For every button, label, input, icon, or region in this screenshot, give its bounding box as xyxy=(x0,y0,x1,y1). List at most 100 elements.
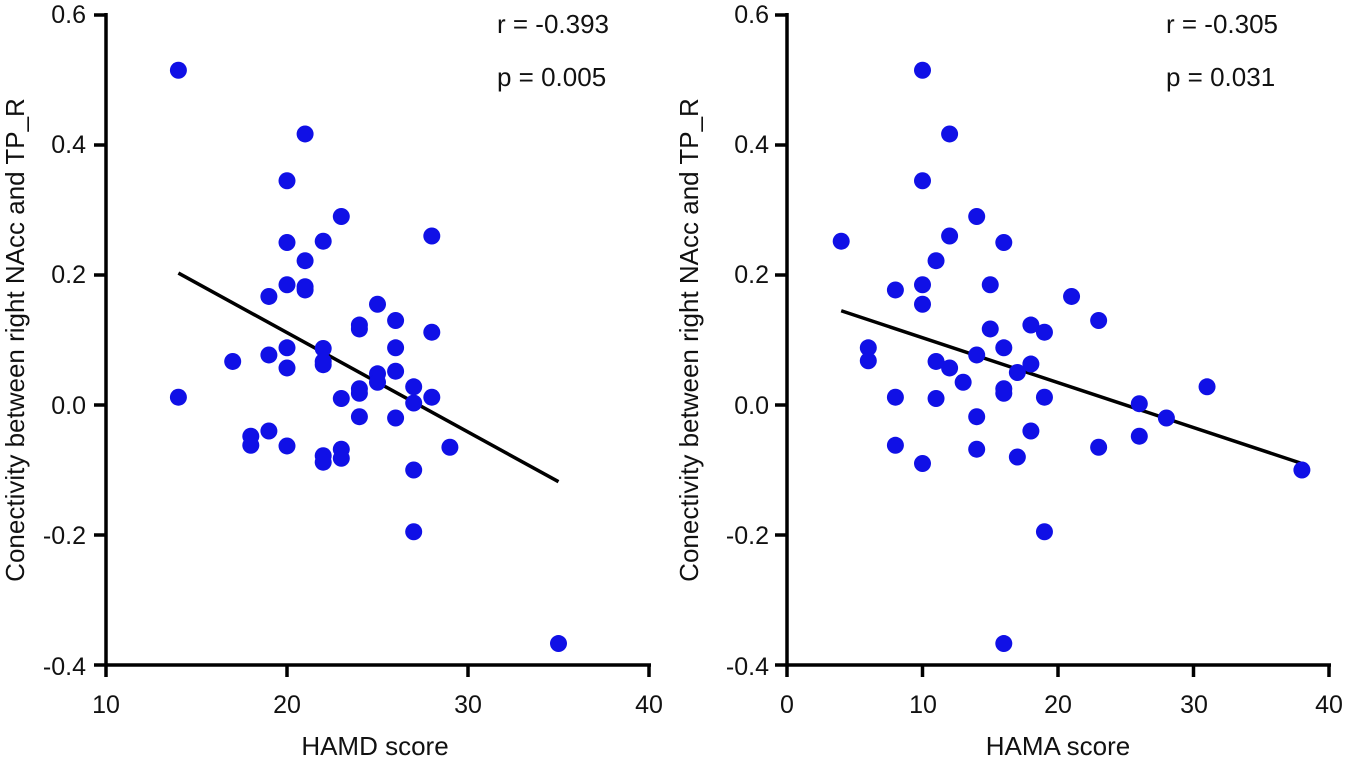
data-point xyxy=(278,437,296,455)
data-point xyxy=(405,461,423,479)
x-axis-title: HAMD score xyxy=(301,731,448,761)
data-point xyxy=(405,378,423,396)
data-point xyxy=(927,252,945,270)
hamd-scatter-panel: Conectivity between right NAcc and TP_R … xyxy=(0,1,663,761)
data-point xyxy=(1090,312,1108,329)
data-point xyxy=(886,281,904,299)
data-point xyxy=(1130,427,1148,445)
data-point xyxy=(886,436,904,454)
data-point xyxy=(1130,395,1148,413)
data-point xyxy=(242,436,260,454)
regression-line xyxy=(177,271,560,484)
data-point xyxy=(296,252,314,270)
hama-scatter-panel: Conectivity between right NAcc and TP_R … xyxy=(674,1,1343,761)
data-point xyxy=(350,408,368,426)
data-point xyxy=(332,390,350,407)
data-point xyxy=(1022,355,1040,373)
data-point xyxy=(350,384,368,402)
data-point xyxy=(405,394,423,412)
x-axis-title: HAMA score xyxy=(986,731,1131,761)
y-tick-label: 0.4 xyxy=(51,131,86,159)
data-point xyxy=(941,125,959,143)
data-point xyxy=(1035,388,1053,406)
y-tick-label: -0.2 xyxy=(726,522,769,550)
data-point xyxy=(995,339,1013,357)
data-point xyxy=(1157,409,1175,427)
x-tick-label: 0 xyxy=(780,691,794,719)
data-point xyxy=(954,373,972,391)
data-point xyxy=(387,312,405,329)
data-point xyxy=(314,453,332,471)
y-tick-label: -0.2 xyxy=(43,522,86,550)
data-point xyxy=(405,523,423,541)
data-point xyxy=(1022,422,1040,440)
data-point xyxy=(927,352,945,370)
data-point xyxy=(1293,461,1311,479)
data-point xyxy=(423,227,441,245)
data-point xyxy=(981,276,999,294)
x-tick-label: 40 xyxy=(1315,691,1343,719)
y-axis-title: Conectivity between right NAcc and TP_R xyxy=(674,98,704,582)
data-point xyxy=(369,373,386,391)
correlation-r-label: r = -0.305 xyxy=(1166,9,1278,39)
data-point xyxy=(941,359,959,377)
data-point xyxy=(995,635,1013,653)
x-tick-label: 20 xyxy=(273,691,301,719)
y-tick-label: -0.4 xyxy=(43,653,86,681)
data-point xyxy=(224,352,242,370)
data-points xyxy=(832,61,1311,653)
data-point xyxy=(387,339,405,357)
data-point xyxy=(278,339,296,357)
data-point xyxy=(968,440,986,458)
data-point xyxy=(260,346,278,364)
y-tick-label: 0.2 xyxy=(51,261,86,289)
x-tick-label: 10 xyxy=(909,691,937,719)
data-point xyxy=(1198,378,1216,396)
data-point xyxy=(914,172,931,190)
y-tick-label: 0.0 xyxy=(51,392,86,420)
axes xyxy=(94,13,651,677)
y-tick-label: 0.4 xyxy=(734,131,769,159)
regression-line xyxy=(840,309,1303,466)
data-point xyxy=(859,352,877,370)
data-point xyxy=(314,339,332,357)
data-point xyxy=(260,422,278,440)
data-point xyxy=(369,295,386,313)
data-point xyxy=(914,455,931,472)
y-tick-label: 0.6 xyxy=(734,1,769,29)
x-tick-label: 10 xyxy=(92,691,120,719)
data-point xyxy=(169,61,187,79)
y-tick-label: 0.0 xyxy=(734,392,769,420)
data-point xyxy=(995,234,1013,251)
data-point xyxy=(314,232,332,250)
data-point xyxy=(1008,448,1026,466)
x-tick-label: 30 xyxy=(1180,691,1208,719)
data-point xyxy=(296,281,314,299)
data-point xyxy=(859,339,877,357)
data-point xyxy=(296,125,314,143)
data-point xyxy=(350,320,368,338)
data-point xyxy=(169,388,187,406)
y-tick-label: 0.6 xyxy=(51,1,86,29)
data-points xyxy=(169,61,567,653)
data-point xyxy=(968,208,986,225)
data-point xyxy=(968,346,986,364)
data-point xyxy=(441,438,459,456)
data-point xyxy=(387,409,405,427)
data-point xyxy=(995,384,1013,402)
data-point xyxy=(332,208,350,225)
correlation-r-label: r = -0.393 xyxy=(497,9,609,39)
data-point xyxy=(914,61,931,79)
data-point xyxy=(941,227,959,245)
data-point xyxy=(332,449,350,467)
data-point xyxy=(423,388,441,406)
correlation-p-label: p = 0.005 xyxy=(497,62,606,92)
data-point xyxy=(914,276,931,294)
data-point xyxy=(314,356,332,374)
data-point xyxy=(278,234,296,251)
data-point xyxy=(1022,316,1040,334)
data-point xyxy=(832,232,850,250)
data-point xyxy=(968,408,986,426)
data-point xyxy=(1035,523,1053,541)
